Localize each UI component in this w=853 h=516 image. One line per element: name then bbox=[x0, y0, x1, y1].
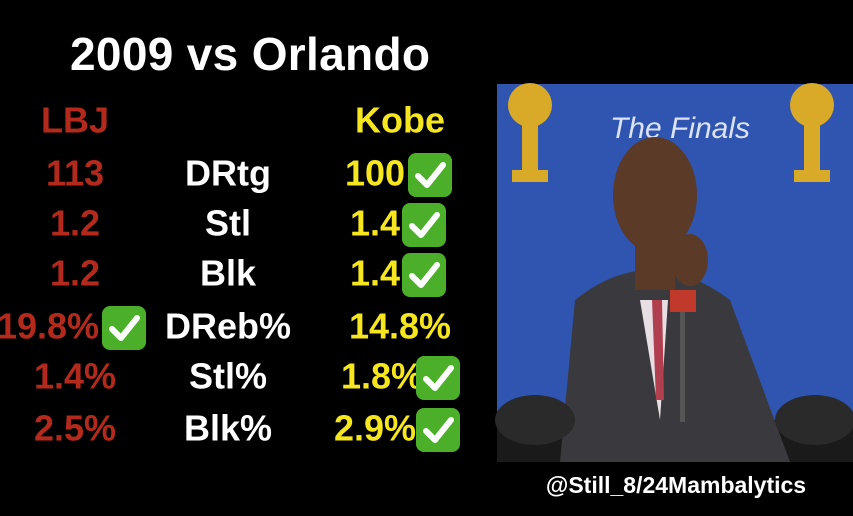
stat-name: Stl% bbox=[189, 356, 267, 397]
check-icon bbox=[402, 203, 446, 247]
photo: The Finals bbox=[495, 83, 853, 462]
stat-table: 113 DRtg 100 1.2 Stl 1.4 1.2 Blk 1.4 19.8% DReb% 14… bbox=[0, 153, 451, 449]
lbj-value: 1.4% bbox=[34, 356, 116, 397]
lbj-value: 1.2 bbox=[50, 203, 100, 244]
lbj-value: 1.2 bbox=[50, 253, 100, 294]
check-icon bbox=[416, 356, 460, 400]
stat-name: DRtg bbox=[185, 153, 271, 194]
kobe-value: 1.8% bbox=[341, 356, 423, 397]
kobe-value: 1.4 bbox=[350, 203, 400, 244]
stat-name: Blk% bbox=[184, 408, 272, 449]
kobe-value: 2.9% bbox=[334, 408, 416, 449]
lbj-value: 19.8% bbox=[0, 306, 99, 347]
check-icon bbox=[102, 306, 146, 350]
kobe-value: 14.8% bbox=[349, 306, 451, 347]
check-icon bbox=[408, 153, 452, 197]
title: 2009 vs Orlando bbox=[70, 28, 430, 80]
kobe-value: 1.4 bbox=[350, 253, 400, 294]
stat-name: Stl bbox=[205, 203, 251, 244]
credit: @Still_8/24Mambalytics bbox=[546, 472, 806, 498]
header-lbj: LBJ bbox=[41, 100, 109, 141]
lbj-value: 2.5% bbox=[34, 408, 116, 449]
photo-logo: The Finals bbox=[610, 112, 750, 145]
check-icon bbox=[416, 408, 460, 452]
stat-name: DReb% bbox=[165, 306, 291, 347]
stat-name: Blk bbox=[200, 253, 257, 294]
lbj-value: 113 bbox=[46, 153, 104, 194]
check-icon bbox=[402, 253, 446, 297]
kobe-value: 100 bbox=[345, 153, 405, 194]
header-kobe: Kobe bbox=[355, 100, 445, 141]
